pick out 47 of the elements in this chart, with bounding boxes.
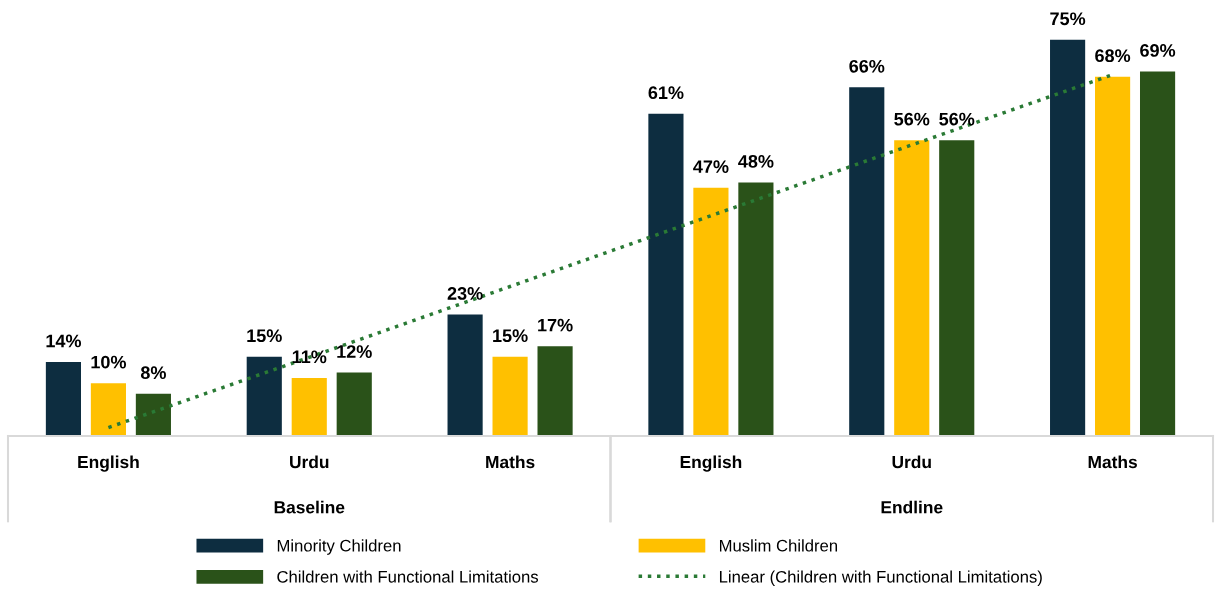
bar xyxy=(738,182,774,436)
data-label: 48% xyxy=(738,154,774,168)
bar xyxy=(849,87,885,436)
data-label: 23% xyxy=(447,287,483,300)
legend-label: Minority Children xyxy=(277,539,401,555)
data-label: 66% xyxy=(849,59,885,73)
legend-label: Muslim Children xyxy=(719,539,838,552)
bar xyxy=(1140,71,1176,436)
bar xyxy=(939,140,975,436)
x-tick-label: English xyxy=(78,455,139,472)
x-tick-label: Urdu xyxy=(290,455,329,469)
x-tick-label: English xyxy=(680,455,742,472)
data-label: 8% xyxy=(140,366,166,380)
data-label: 61% xyxy=(648,86,684,100)
legend-label: Children with Functional Limitations xyxy=(277,570,539,583)
text: Baseline xyxy=(274,500,345,514)
bar xyxy=(90,383,126,436)
bar xyxy=(648,113,684,436)
bar xyxy=(492,356,528,436)
data-label: 14% xyxy=(46,334,82,348)
data-label: 56% xyxy=(894,112,930,126)
text: Endline xyxy=(881,500,943,514)
data-label: 56% xyxy=(939,112,975,126)
data-label: 12% xyxy=(337,345,372,358)
bar xyxy=(693,187,729,436)
data-label: 47% xyxy=(693,160,729,173)
data-label: 17% xyxy=(538,318,573,332)
data-label: 75% xyxy=(1050,12,1086,26)
legend-label: Linear (Children with Functional Limitations) xyxy=(719,570,1042,586)
bar xyxy=(1050,39,1086,436)
bar xyxy=(336,372,372,436)
data-label: 15% xyxy=(247,329,282,343)
bar xyxy=(1095,76,1131,436)
x-tick-label: Maths xyxy=(1088,455,1137,469)
x-tick-label: Maths xyxy=(486,455,535,469)
bar xyxy=(447,314,483,436)
data-label: 15% xyxy=(493,329,528,343)
bar xyxy=(894,140,930,436)
data-label: 10% xyxy=(91,355,127,369)
bar xyxy=(291,377,327,436)
data-label: 68% xyxy=(1095,49,1131,63)
x-tick-label: Urdu xyxy=(892,455,931,469)
bar xyxy=(135,393,171,436)
bar xyxy=(246,356,282,436)
data-label: 69% xyxy=(1140,44,1176,57)
bar xyxy=(45,362,81,436)
bar xyxy=(537,346,573,436)
